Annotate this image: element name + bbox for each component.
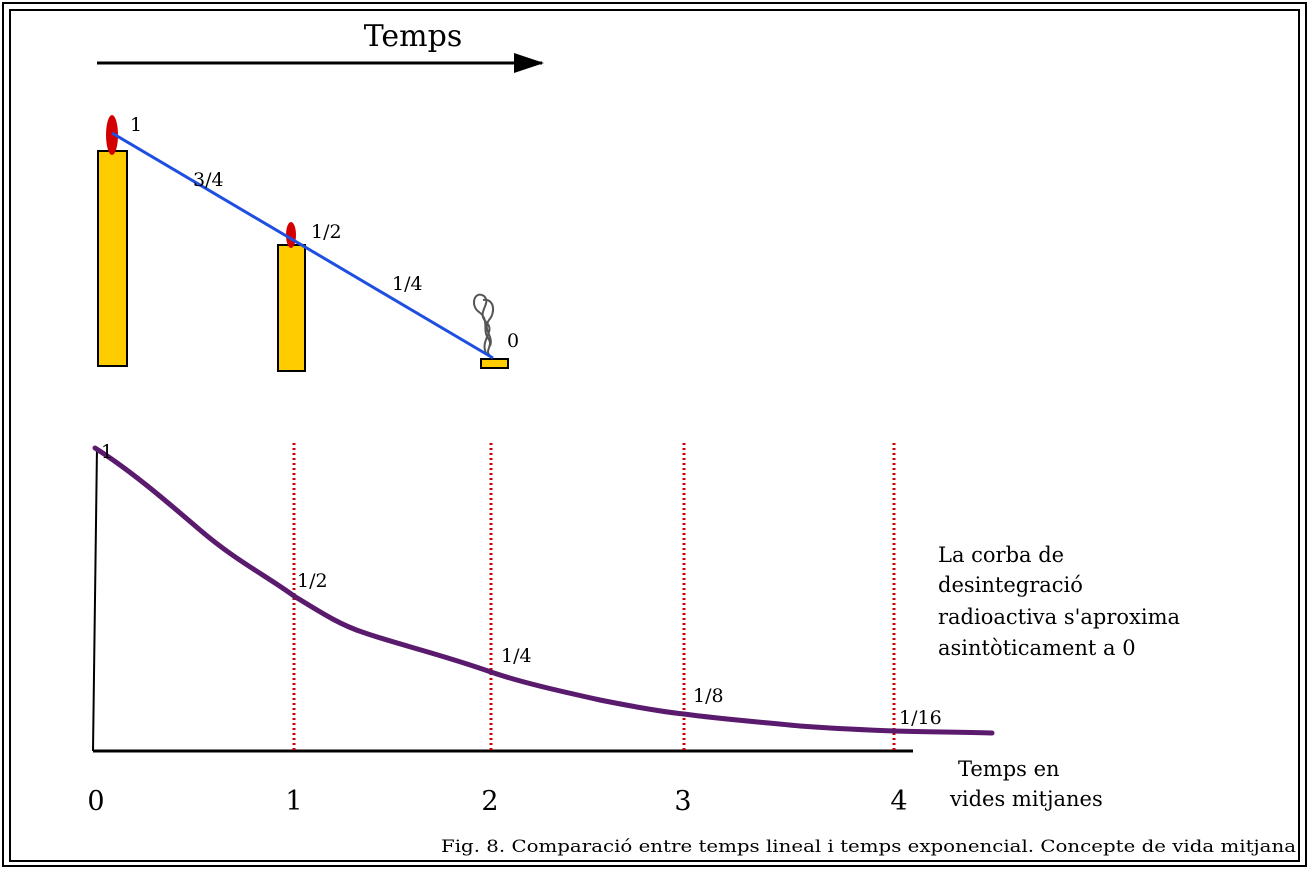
- decay-label-1-16: 1/16: [899, 707, 942, 729]
- x-tick-4: 4: [890, 786, 907, 817]
- inner-frame: [9, 9, 1300, 862]
- decay-label-1-8: 1/8: [693, 685, 724, 707]
- time-arrow-label: Temps: [364, 19, 462, 54]
- y-axis: [92, 446, 98, 752]
- x-tick-2: 2: [481, 786, 498, 817]
- decay-label-1-2: 1/2: [297, 570, 328, 592]
- note-line-4: asintòticament a 0: [938, 636, 1136, 660]
- figure-caption: Fig. 8. Comparació entre temps lineal i …: [441, 837, 1296, 857]
- time-arrow: Temps: [97, 19, 544, 73]
- candle-fraction-1-2: 1/2: [311, 221, 342, 243]
- candle-row: 1 3/4 1/2 1/4 0: [97, 114, 519, 372]
- candle-half: [277, 244, 306, 372]
- x-axis-title-line-2: vides mitjanes: [949, 787, 1103, 811]
- linear-burn-line: [111, 131, 494, 360]
- asymptote-note: La corba de desintegració radioactiva s'…: [938, 543, 1180, 660]
- decay-plot: 1 1/2 1/4 1/8 1/16 0 1 2 3 4 Temps en vi…: [87, 441, 1102, 817]
- decay-curve: [92, 445, 995, 736]
- x-tick-1: 1: [285, 786, 302, 817]
- x-tick-3: 3: [674, 786, 691, 817]
- candle-fraction-1: 1: [130, 114, 142, 136]
- note-line-3: radioactiva s'aproxima: [938, 605, 1180, 629]
- x-axis-title-line-1: Temps en: [958, 757, 1060, 781]
- note-line-2: desintegració: [938, 573, 1083, 597]
- note-line-1: La corba de: [938, 543, 1064, 567]
- smoke-icon: [472, 293, 495, 357]
- candle-fraction-3-4: 3/4: [193, 169, 224, 191]
- candle-fraction-0: 0: [507, 330, 519, 352]
- flame-full-candle: [106, 115, 118, 155]
- decay-label-1-4: 1/4: [501, 645, 532, 667]
- candle-full: [97, 150, 128, 367]
- candle-fraction-1-4: 1/4: [392, 273, 423, 295]
- decay-start-label: 1: [101, 441, 113, 463]
- x-tick-0: 0: [87, 786, 104, 817]
- candle-stub: [480, 358, 509, 369]
